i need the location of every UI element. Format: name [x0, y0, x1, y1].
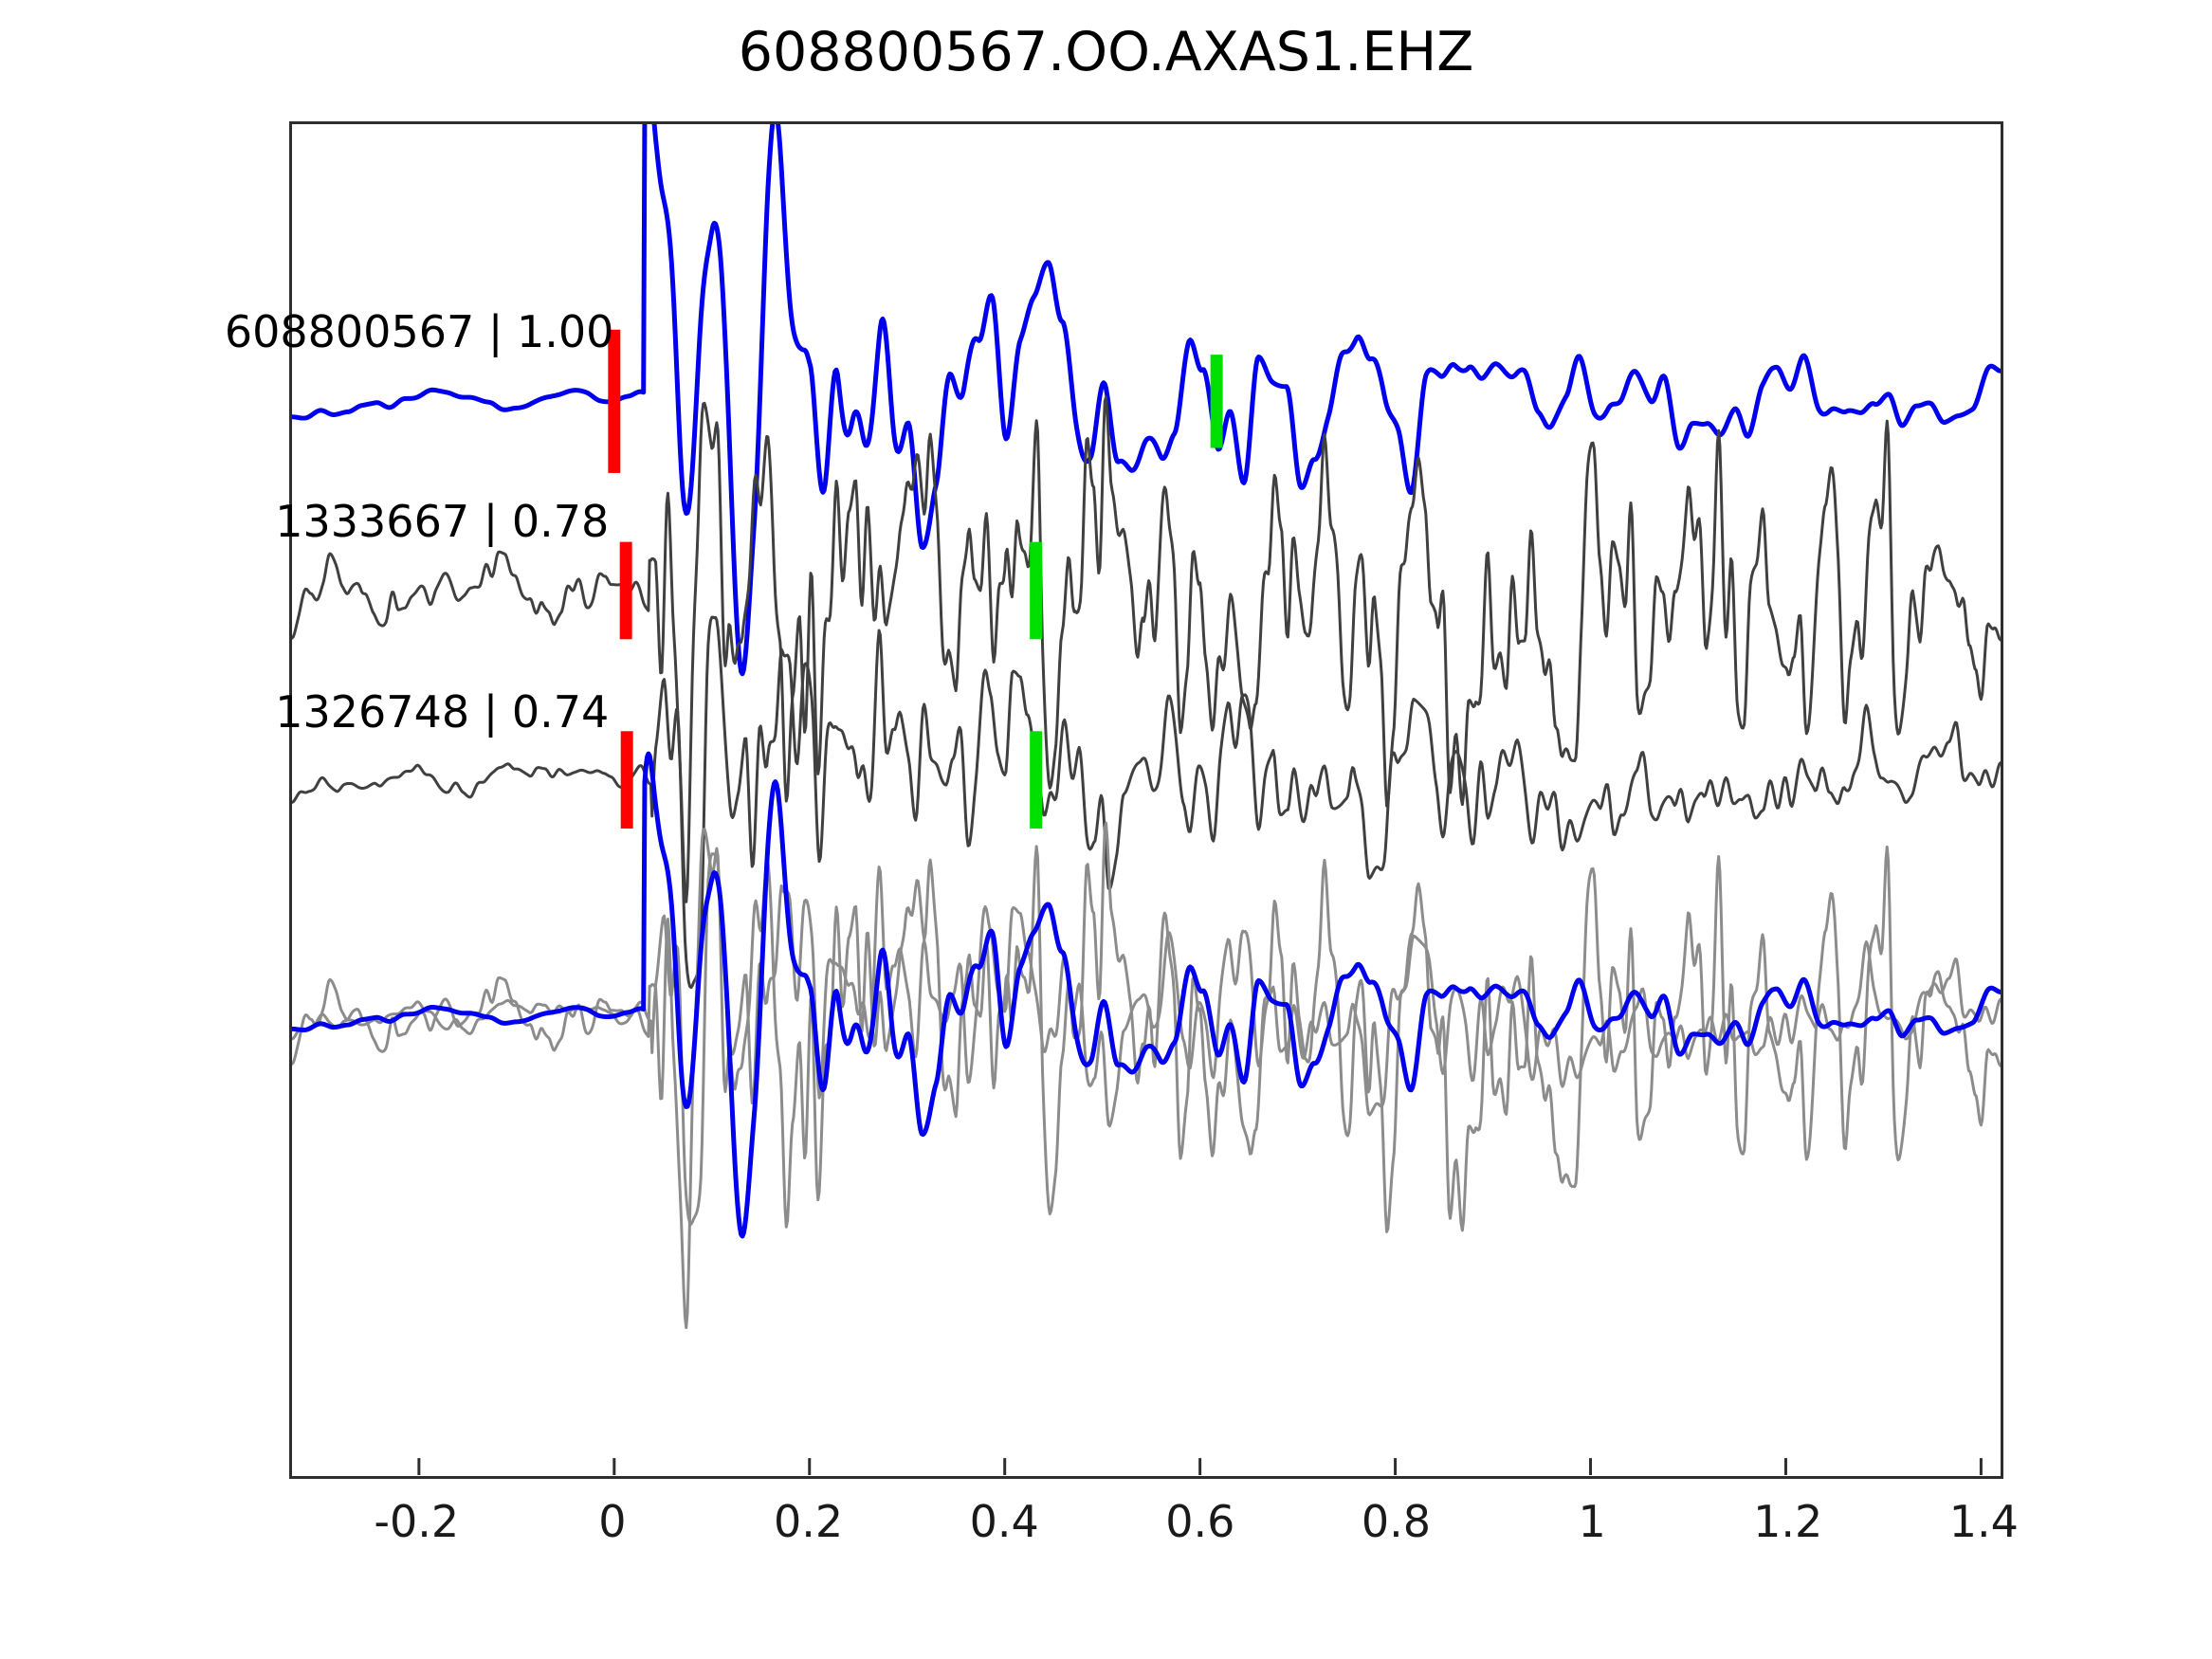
waveform-trace-0 [292, 124, 2001, 677]
waveform-canvas [292, 124, 2001, 1476]
x-tick-label: 0 [598, 1496, 627, 1547]
p-pick-marker-0 [608, 329, 621, 473]
s-pick-marker-0 [1210, 355, 1223, 448]
s-pick-marker-1 [1030, 541, 1043, 640]
x-tick-label: 0.8 [1361, 1496, 1432, 1547]
s-pick-marker-2 [1030, 731, 1043, 829]
p-pick-marker-2 [620, 731, 633, 829]
x-tick-label: 1 [1578, 1496, 1606, 1547]
waveform-trace-1 [292, 395, 2001, 903]
x-tick-label: 0.2 [773, 1496, 844, 1547]
page-title: 608800567.OO.AXAS1.EHZ [738, 21, 1474, 83]
p-pick-marker-1 [619, 541, 632, 640]
x-tick-label: 1.4 [1948, 1496, 2019, 1547]
x-tick-label: -0.2 [374, 1496, 460, 1547]
waveform-trace-2 [292, 615, 2001, 990]
overlay-gray-1 [292, 821, 2001, 1329]
overlay-blue-template [292, 751, 2001, 1239]
x-tick-label: 1.2 [1753, 1496, 1823, 1547]
x-tick-label: 0.4 [969, 1496, 1039, 1547]
plot-area [289, 121, 2003, 1479]
x-tick-label: 0.6 [1165, 1496, 1235, 1547]
